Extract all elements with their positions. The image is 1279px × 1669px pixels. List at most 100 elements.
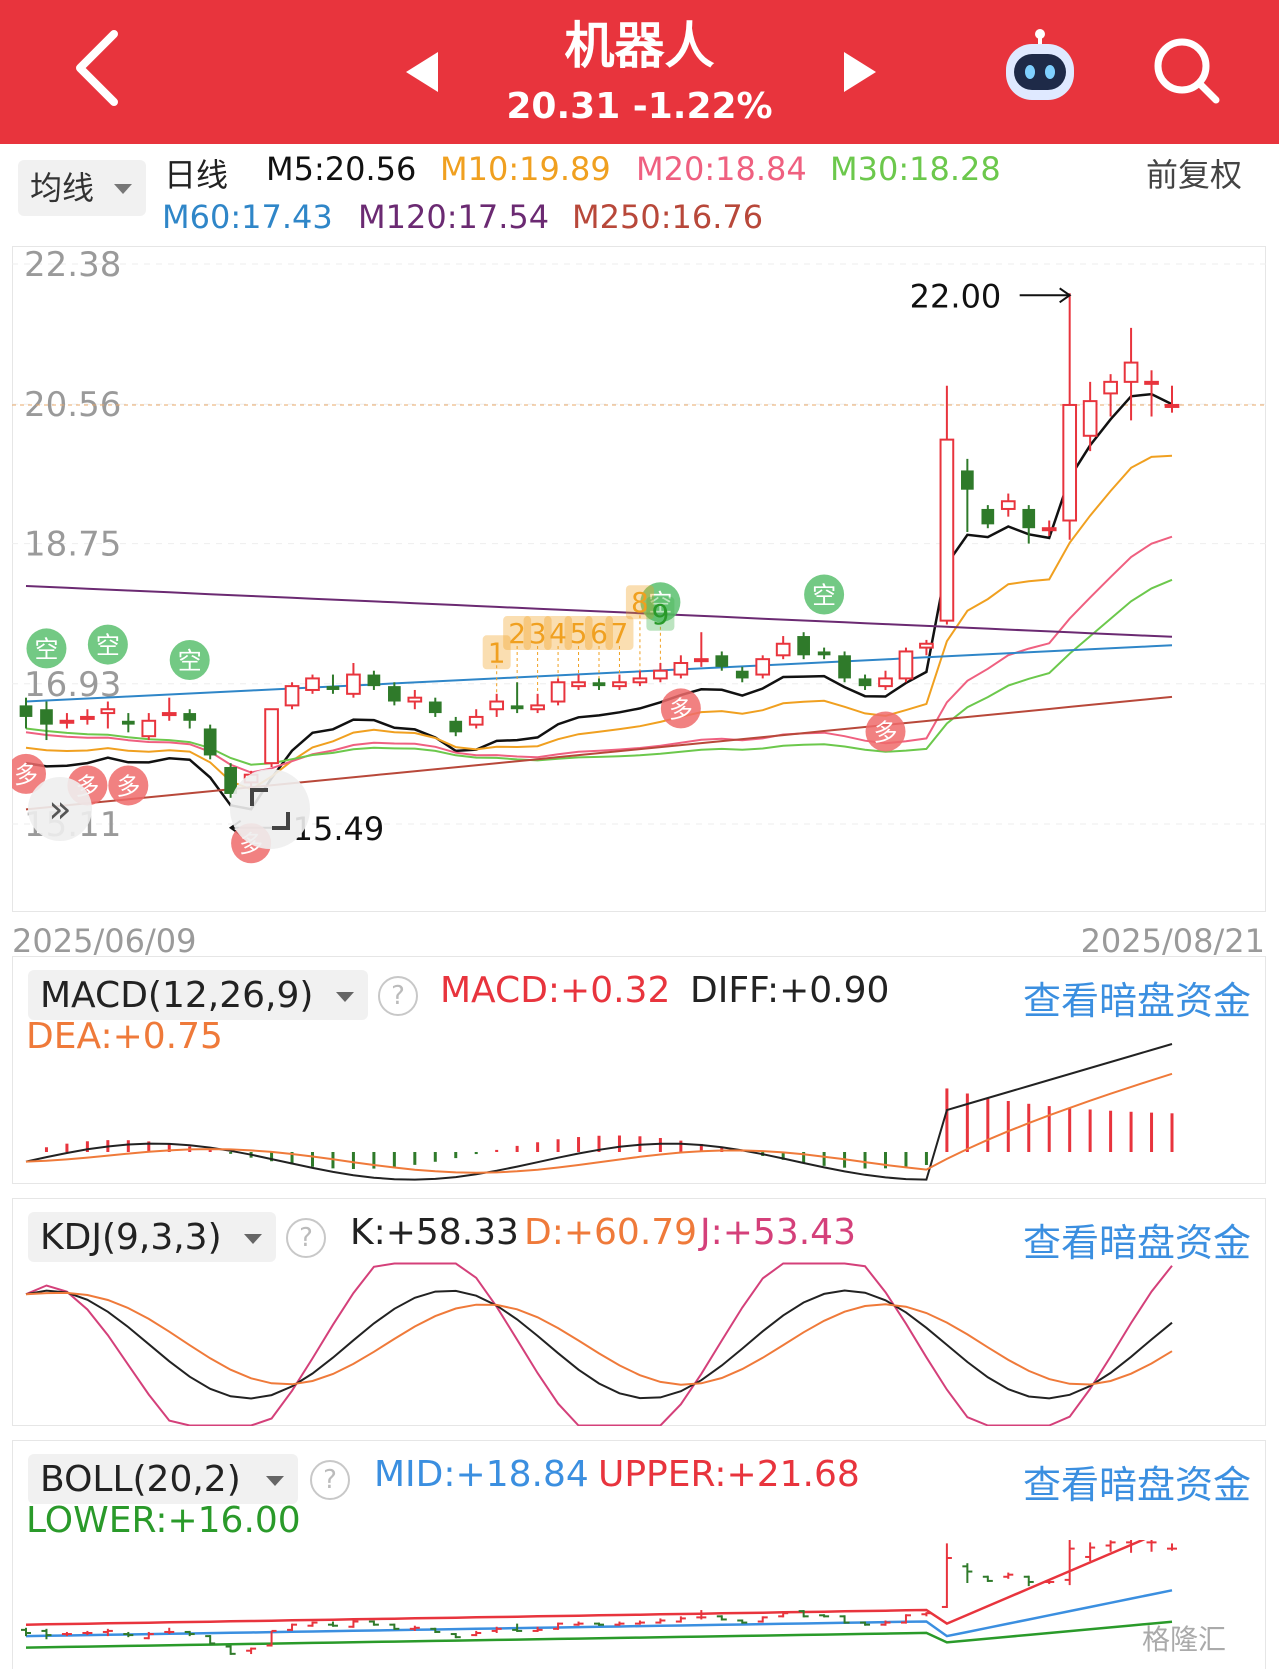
fullscreen-icon bbox=[272, 812, 290, 830]
candle-body bbox=[1062, 403, 1078, 522]
candle-body bbox=[775, 642, 791, 657]
candle-body bbox=[878, 677, 893, 688]
legend-m20: M20:18.84 bbox=[636, 150, 807, 188]
sell-signal bbox=[169, 639, 210, 680]
watermark: 格隆汇 bbox=[1142, 1623, 1227, 1656]
kdj-selector[interactable]: KDJ(9,3,3) bbox=[28, 1212, 276, 1262]
candle-body bbox=[326, 686, 340, 690]
candle-body bbox=[346, 673, 361, 695]
mid-value: MID:+18.84 bbox=[374, 1454, 589, 1495]
candle-body bbox=[388, 686, 401, 702]
candle-body bbox=[1022, 508, 1036, 529]
legend-m10: M10:19.89 bbox=[440, 150, 611, 188]
signal-text: 空 bbox=[96, 632, 120, 660]
kdj-chart bbox=[25, 1262, 1173, 1426]
double-chevron-icon: » bbox=[48, 787, 71, 831]
candle-body bbox=[80, 715, 95, 720]
boll-selector-label: BOLL(20,2) bbox=[40, 1459, 241, 1500]
d-value: D:+60.79 bbox=[524, 1212, 698, 1253]
candle-body bbox=[612, 681, 627, 688]
candle-body bbox=[1123, 361, 1139, 383]
dark-pool-link[interactable]: 查看暗盘资金 bbox=[1022, 1221, 1251, 1265]
macd-value: MACD:+0.32 bbox=[440, 970, 671, 1011]
dea-value: DEA:+0.75 bbox=[26, 1016, 223, 1057]
signal-text: 多 bbox=[669, 695, 693, 723]
fullscreen-button bbox=[230, 769, 310, 849]
help-icon[interactable]: ? bbox=[378, 976, 418, 1016]
candle-body bbox=[1164, 403, 1180, 408]
ma-line-m20 bbox=[25, 535, 1173, 774]
candle-body bbox=[530, 704, 545, 711]
adjust-toggle[interactable]: 前复权 bbox=[1146, 156, 1243, 194]
high-arrow-head bbox=[1059, 287, 1072, 304]
candle-body bbox=[632, 677, 648, 684]
search-icon[interactable] bbox=[1152, 36, 1222, 106]
candle-body bbox=[100, 708, 116, 715]
chevron-down-icon bbox=[114, 184, 132, 194]
price-change: 20.31 -1.22% bbox=[506, 86, 773, 127]
candle-body bbox=[489, 700, 505, 711]
upper-value: UPPER:+21.68 bbox=[598, 1454, 860, 1495]
chevron-left-icon[interactable] bbox=[70, 28, 130, 108]
high-price-label: 22.00 bbox=[910, 277, 1002, 315]
macd-panel bbox=[12, 956, 1266, 1184]
triangle-right-icon[interactable] bbox=[840, 50, 880, 94]
robot-icon[interactable] bbox=[1000, 28, 1080, 108]
td-count: 6 bbox=[590, 617, 608, 650]
help-icon[interactable]: ? bbox=[310, 1460, 350, 1500]
candle-body bbox=[961, 470, 974, 490]
sell-signal bbox=[804, 574, 845, 615]
triangle-left-icon[interactable] bbox=[402, 50, 442, 94]
buy-signal bbox=[108, 765, 149, 806]
ma-selector-label: 均线 bbox=[30, 169, 95, 207]
ma-line-m120 bbox=[25, 585, 1173, 638]
signal-text: 多 bbox=[14, 761, 38, 789]
candle-body bbox=[919, 642, 934, 649]
candle-body bbox=[858, 678, 872, 687]
candle-body bbox=[468, 715, 484, 726]
price-chart[interactable]: 22.3820.5618.7516.9315.1122.0015.49多多多多多… bbox=[12, 246, 1266, 912]
boll-selector[interactable]: BOLL(20,2) bbox=[28, 1454, 298, 1504]
candle-body bbox=[121, 720, 135, 725]
candle-body bbox=[284, 685, 300, 707]
help-icon[interactable]: ? bbox=[286, 1218, 326, 1258]
candle-body bbox=[981, 508, 995, 525]
legend-m120: M120:17.54 bbox=[358, 198, 550, 236]
dark-pool-link[interactable]: 查看暗盘资金 bbox=[1022, 979, 1251, 1023]
td-badge bbox=[625, 585, 654, 620]
d-line bbox=[25, 1291, 1173, 1386]
candle-body bbox=[1103, 380, 1118, 395]
candle-body bbox=[141, 719, 157, 738]
candle-body bbox=[305, 677, 320, 691]
td-count: 5 bbox=[570, 617, 588, 650]
lower-band bbox=[25, 1620, 1173, 1649]
chevron-down-icon bbox=[336, 992, 354, 1002]
dea-line bbox=[25, 1072, 1173, 1174]
candle-body bbox=[203, 728, 217, 756]
td-count: 8 bbox=[631, 586, 649, 619]
buy-signal bbox=[865, 711, 906, 752]
ma-selector[interactable]: 均线 bbox=[18, 160, 146, 216]
price-chart-frame bbox=[12, 246, 1266, 912]
candle-body bbox=[40, 709, 53, 725]
macd-chart bbox=[25, 1043, 1174, 1181]
ma-line-m5 bbox=[25, 392, 1173, 811]
diff-value: DIFF:+0.90 bbox=[690, 970, 890, 1011]
candle-body bbox=[592, 682, 606, 687]
ma-line-m30 bbox=[25, 578, 1173, 766]
y-axis-label: 18.75 bbox=[24, 525, 121, 565]
expand-left-button bbox=[28, 777, 92, 841]
dark-pool-link[interactable]: 查看暗盘资金 bbox=[1022, 1463, 1251, 1507]
chevron-down-icon bbox=[244, 1234, 262, 1244]
legend-m60: M60:17.43 bbox=[162, 198, 333, 236]
candle-body bbox=[693, 658, 709, 663]
sell-signal bbox=[26, 628, 67, 669]
candle-body bbox=[59, 719, 75, 724]
td-count: 9 bbox=[651, 598, 669, 631]
ma-line-m60 bbox=[25, 644, 1173, 703]
buy-signal bbox=[12, 753, 46, 794]
candle-body bbox=[550, 681, 566, 703]
diff-line bbox=[25, 1043, 1173, 1181]
macd-selector[interactable]: MACD(12,26,9) bbox=[28, 970, 368, 1020]
j-value: J:+53.43 bbox=[700, 1212, 856, 1253]
